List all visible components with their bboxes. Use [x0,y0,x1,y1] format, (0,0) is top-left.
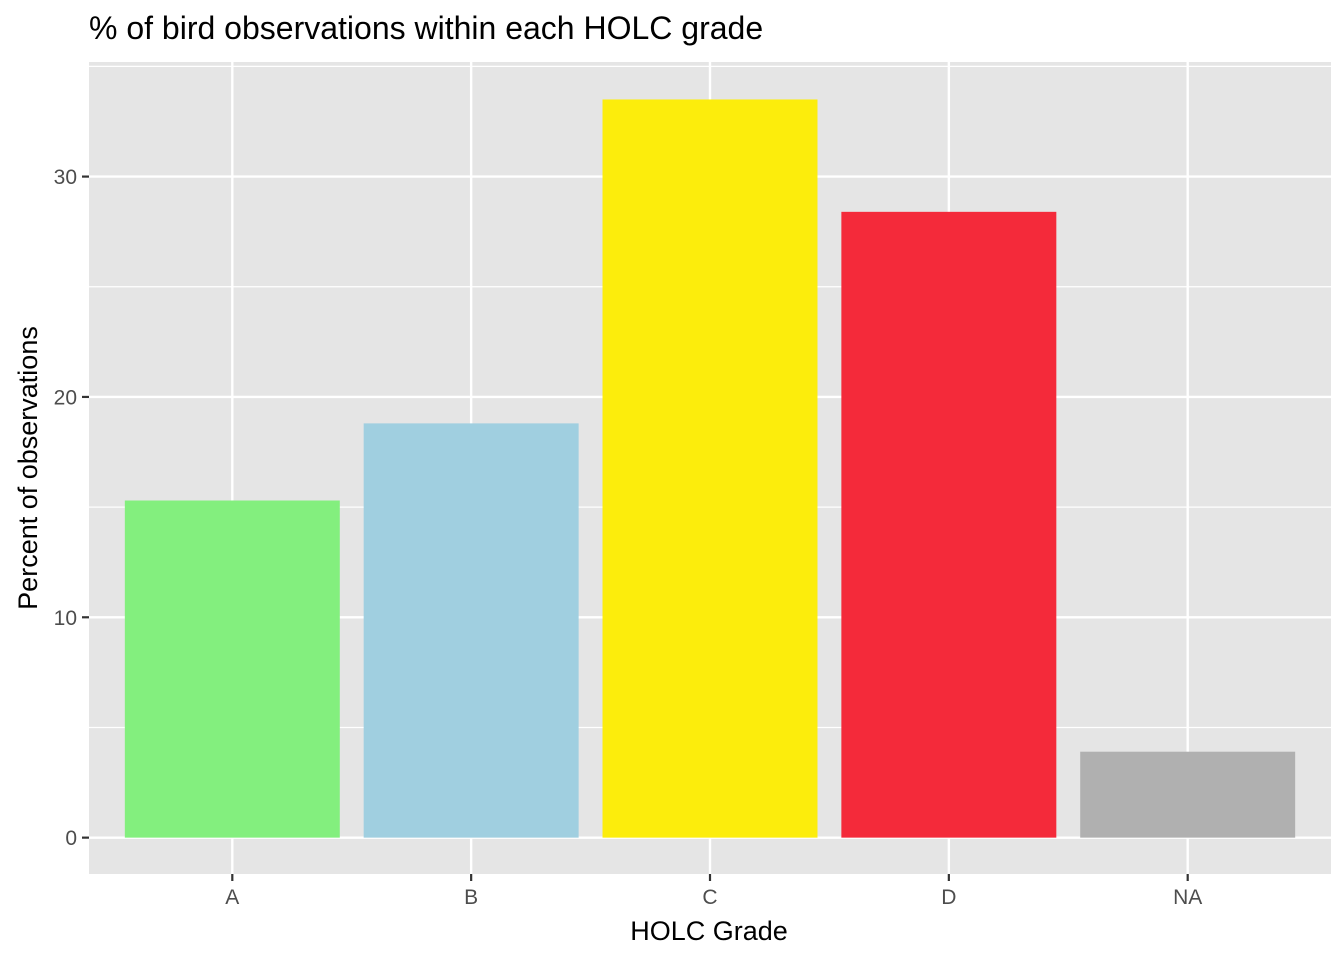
x-tick-label: A [225,886,239,909]
y-tick-label: 20 [54,386,77,409]
bar-d [841,211,1057,838]
y-axis-title: Percent of observations [13,326,43,610]
x-tick-label: NA [1173,886,1202,909]
x-tick-label: C [702,886,717,909]
bar-b [363,423,579,838]
bar-c [602,99,818,838]
y-tick-label: 30 [54,166,77,189]
bar-a [124,500,340,838]
axes: 0 10 20 30 A B C D NA [54,166,1203,909]
x-tick-label: D [941,886,956,909]
y-tick-label: 0 [65,827,77,850]
y-tick-label: 10 [54,607,77,630]
x-tick-label: B [464,886,478,909]
bar-na [1080,751,1296,838]
chart-title: % of bird observations within each HOLC … [89,10,763,46]
bars [124,99,1296,838]
x-axis-title: HOLC Grade [630,916,788,946]
